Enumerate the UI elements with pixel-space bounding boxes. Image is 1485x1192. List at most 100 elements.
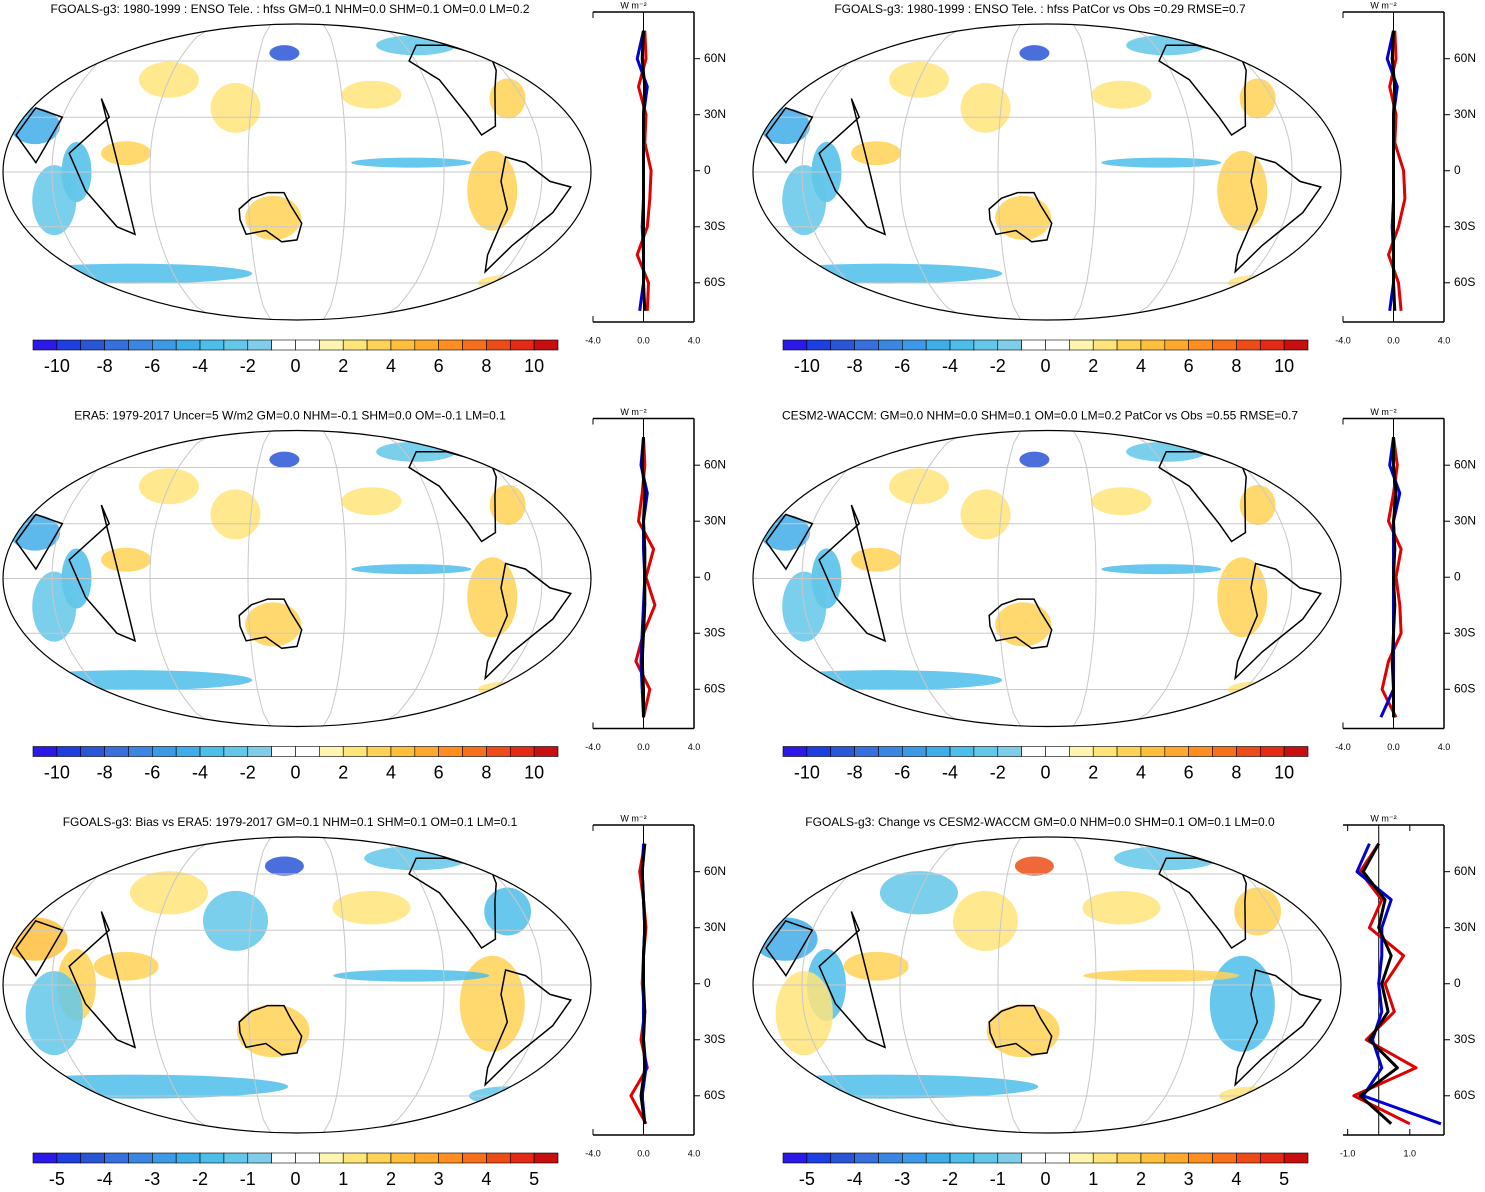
y-tick-label: 30S [704, 219, 725, 233]
map-border [752, 429, 1342, 728]
colorbar-box [533, 339, 559, 351]
colorbar-label: 6 [434, 356, 444, 376]
colorbar-box [973, 1152, 999, 1164]
colorbar-box [128, 746, 153, 757]
colorbar-box [390, 339, 416, 351]
colorbar-label: 3 [434, 1169, 444, 1187]
colorbar-box [1092, 1152, 1118, 1164]
meridian [1124, 430, 1195, 727]
y-tick-label: 60N [704, 457, 726, 471]
field-patch [1234, 887, 1282, 936]
meridian [149, 430, 220, 727]
colorbar-label: 4 [1231, 1169, 1241, 1187]
colorbar-label: 8 [1231, 762, 1241, 782]
x-tick-label: -4.0 [1335, 335, 1351, 345]
colorbar-label: 3 [1184, 1169, 1194, 1187]
colorbar-label: 5 [1279, 1169, 1289, 1187]
coastline [818, 504, 887, 643]
coastline [484, 969, 573, 1087]
y-tick-label: 0 [1454, 569, 1461, 583]
colorbar-label: -10 [794, 762, 820, 782]
colorbar-box [342, 746, 368, 757]
colorbar-label: -10 [44, 356, 70, 376]
colorbar-box [1164, 746, 1189, 757]
colorbar-label: 5 [529, 1169, 539, 1187]
panel: FGOALS-g3: 1980-1999 : ENSO Tele. : hfss… [2, 0, 726, 376]
colorbar-label: 0 [1040, 1169, 1050, 1187]
x-tick-label: -4.0 [1335, 742, 1351, 752]
field-patch [245, 602, 302, 647]
colorbar-box [223, 339, 249, 351]
colorbar-label: -2 [990, 356, 1006, 376]
colorbar-box [247, 1152, 272, 1164]
colorbar-box [56, 1152, 82, 1164]
field-patch [1101, 157, 1222, 168]
colorbar-box [1188, 746, 1213, 757]
colorbar-label: 6 [1184, 356, 1194, 376]
colorbar-box [104, 1152, 129, 1164]
colorbar-label: 1 [338, 1169, 348, 1187]
colorbar-box [782, 1152, 808, 1164]
coastline [988, 1004, 1053, 1056]
profile-unit: W m⁻² [620, 407, 646, 417]
colorbar-label: 2 [1088, 762, 1098, 782]
colorbar-box [949, 746, 975, 757]
x-tick-label: 0.0 [637, 335, 650, 345]
colorbar-box [342, 1152, 368, 1164]
field-patch [995, 602, 1052, 647]
colorbar-box [128, 339, 153, 351]
colorbar-box [1259, 339, 1285, 351]
colorbar-label: 2 [338, 356, 348, 376]
y-tick-label: 60N [1454, 457, 1476, 471]
colorbar-label: -8 [97, 356, 113, 376]
profile-line [1355, 843, 1442, 1126]
colorbar-box [1045, 746, 1070, 757]
field-patch [1019, 451, 1050, 468]
field-patch [484, 887, 532, 936]
map-border [2, 836, 592, 1134]
colorbar-label: -6 [894, 762, 910, 782]
colorbar-box [1164, 339, 1189, 351]
coastline [1234, 969, 1323, 1087]
colorbar-label: 10 [524, 762, 544, 782]
meridian [374, 430, 445, 727]
colorbar-box [175, 746, 201, 757]
field-patch [351, 157, 472, 168]
profile-unit: W m⁻² [620, 0, 646, 10]
colorbar-box [199, 1152, 225, 1164]
coastline [408, 44, 497, 137]
meridian [1124, 837, 1195, 1133]
colorbar-box [806, 1152, 832, 1164]
field-patch [332, 890, 411, 925]
field-patch [467, 557, 518, 638]
panel-title: FGOALS-g3: Bias vs ERA5: 1979-2017 GM=0.… [63, 815, 518, 829]
colorbar-box [1236, 339, 1261, 351]
x-tick-label: 4.0 [688, 335, 701, 345]
meridian [997, 837, 1022, 1133]
colorbar-label: -4 [847, 1169, 863, 1187]
map-fields [3, 24, 591, 320]
colorbar-label: 4 [1136, 356, 1146, 376]
y-tick-label: 30N [704, 513, 726, 527]
colorbar-box [1140, 339, 1166, 351]
colorbar-label: -4 [192, 762, 208, 782]
colorbar-box [997, 746, 1022, 757]
colorbar-label: 4 [481, 1169, 491, 1187]
colorbar-box [486, 746, 511, 757]
coastline [15, 107, 64, 164]
colorbar-box [366, 339, 392, 351]
meridian [1072, 430, 1097, 727]
colorbar-box [1259, 746, 1285, 757]
x-tick-label: -4.0 [585, 335, 601, 345]
coastline [238, 191, 303, 243]
y-tick-label: 60N [1454, 51, 1476, 65]
meridian [899, 430, 970, 727]
colorbar-box [925, 339, 951, 351]
profile-line [635, 30, 653, 311]
x-tick-label: 4.0 [1438, 335, 1451, 345]
map-border [752, 23, 1342, 321]
panel-title: ERA5: 1979-2017 Uncer=5 W/m2 GM=0.0 NHM=… [74, 409, 506, 423]
colorbar-box [782, 339, 808, 351]
coastline [238, 1004, 303, 1056]
colorbar-box [854, 1152, 879, 1164]
